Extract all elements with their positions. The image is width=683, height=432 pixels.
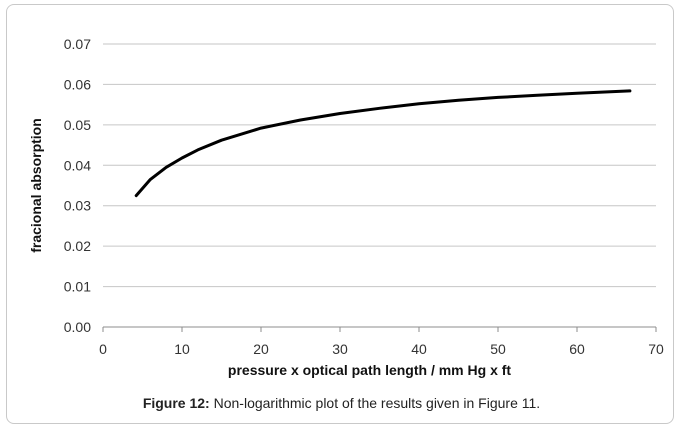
x-tick-label: 30 [332, 341, 348, 357]
x-tick-label: 40 [411, 341, 427, 357]
line-chart: 0.00 0.01 0.02 0.03 0.04 0.05 0.06 0.07 0 10 20 30… [28, 36, 664, 378]
y-tick-label: 0.02 [64, 238, 91, 254]
y-tick-labels: 0.00 0.01 0.02 0.03 0.04 0.05 0.06 0.07 [64, 36, 91, 335]
y-tick-label: 0.05 [64, 117, 91, 133]
y-tick-label: 0.01 [64, 279, 91, 295]
series-group [134, 89, 632, 198]
x-tick-label: 60 [569, 341, 585, 357]
y-tick-label: 0.07 [64, 36, 91, 52]
x-tick-label: 0 [99, 341, 107, 357]
x-tick-labels: 0 10 20 30 40 50 60 70 [99, 341, 664, 357]
y-tick-label: 0.03 [64, 198, 91, 214]
x-tick-label: 20 [253, 341, 269, 357]
figure-frame [6, 4, 674, 424]
x-tick-label: 10 [174, 341, 190, 357]
caption-text: Non-logarithmic plot of the results give… [209, 395, 541, 411]
series-line [134, 89, 632, 198]
caption-label: Figure 12: [142, 395, 210, 411]
figure-caption: Figure 12: Non-logarithmic plot of the r… [0, 395, 683, 411]
y-axis-title: fracional absorption [28, 118, 44, 253]
y-tick-label: 0.06 [64, 76, 91, 92]
x-axis-title: pressure x optical path length / mm Hg x… [228, 362, 511, 378]
x-tick-label: 50 [490, 341, 506, 357]
x-tick-label: 70 [648, 341, 664, 357]
y-tick-label: 0.04 [64, 157, 91, 173]
gridlines [102, 43, 657, 332]
y-tick-label: 0.00 [64, 319, 91, 335]
